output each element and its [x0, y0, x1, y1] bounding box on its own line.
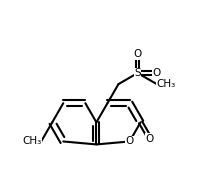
- Text: CH₃: CH₃: [22, 137, 41, 146]
- Text: O: O: [125, 137, 134, 146]
- Text: CH₃: CH₃: [157, 79, 176, 89]
- Text: O: O: [152, 68, 161, 78]
- Text: O: O: [134, 49, 142, 59]
- Text: S: S: [134, 68, 141, 78]
- Text: O: O: [146, 134, 154, 144]
